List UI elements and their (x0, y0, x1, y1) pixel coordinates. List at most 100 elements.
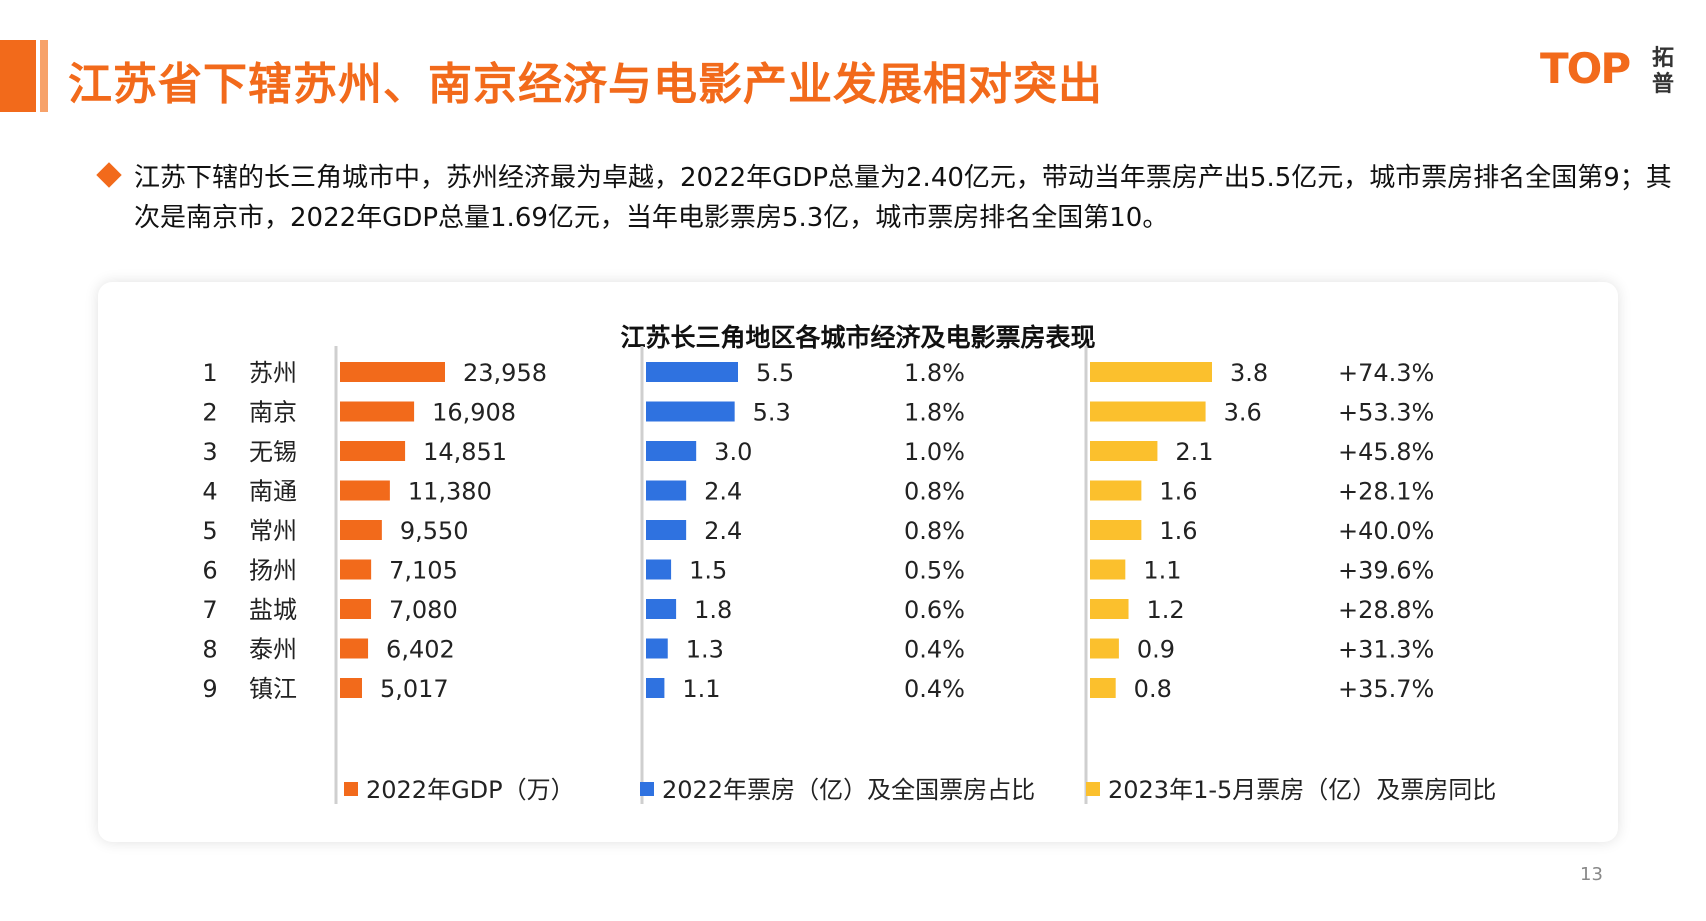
city-label: 镇江 (249, 675, 297, 703)
summary-text: 江苏下辖的长三角城市中，苏州经济最为卓越，2022年GDP总量为2.40亿元，带… (134, 163, 1672, 233)
yoy-label: +28.8% (1338, 596, 1434, 624)
data-label-series-1: 7,080 (389, 596, 458, 624)
rank-label: 8 (202, 636, 217, 664)
rank-label: 6 (202, 557, 217, 585)
chart-panel: 江苏长三角地区各城市经济及电影票房表现 1 苏州 23,958 5.5 1.8% 3.8 +… (98, 282, 1618, 842)
legend-box-office-2022: 2022年票房（亿）及全国票房占比 (640, 770, 1035, 805)
legend-box-office-2023: 2023年1-5月票房（亿）及票房同比 (1086, 770, 1496, 805)
bar-series-2 (646, 678, 665, 698)
data-label-series-1: 23,958 (463, 359, 547, 387)
yoy-label: +45.8% (1338, 438, 1434, 466)
diamond-bullet-icon (96, 162, 122, 188)
top-logo: TOP 拓普 (1540, 44, 1690, 104)
bar-series-1 (340, 559, 372, 580)
rank-label: 7 (202, 596, 217, 624)
bar-series-1 (340, 480, 390, 501)
data-label-series-3: 0.8 (1134, 675, 1172, 703)
share-label: 0.5% (904, 557, 965, 585)
data-label-series-2: 1.5 (689, 557, 727, 585)
rank-label: 4 (202, 478, 217, 506)
bar-series-2 (646, 599, 677, 619)
chart-title: 江苏长三角地区各城市经济及电影票房表现 (620, 323, 1096, 352)
data-label-series-1: 14,851 (423, 438, 507, 466)
data-label-series-1: 11,380 (408, 478, 492, 506)
bar-series-2 (646, 362, 738, 382)
data-label-series-2: 2.4 (704, 517, 742, 545)
data-label-series-3: 3.6 (1224, 399, 1262, 427)
data-label-series-1: 5,017 (380, 675, 449, 703)
bar-series-2 (646, 638, 668, 659)
city-label: 盐城 (249, 596, 297, 624)
data-label-series-2: 3.0 (714, 438, 752, 466)
bar-series-1 (340, 678, 362, 698)
city-label: 南通 (249, 478, 297, 506)
title-accent-bar (0, 40, 36, 112)
share-label: 0.4% (904, 636, 965, 664)
data-label-series-3: 2.1 (1175, 438, 1213, 466)
bar-series-2 (646, 401, 735, 422)
legend-swatch-box-office-2023 (1086, 782, 1100, 796)
rank-label: 5 (202, 517, 217, 545)
data-label-series-1: 16,908 (432, 399, 516, 427)
slide-title: 江苏省下辖苏州、南京经济与电影产业发展相对突出 (68, 59, 1103, 110)
legend-swatch-box-office-2022 (640, 782, 654, 796)
share-label: 1.8% (904, 399, 965, 427)
bar-series-3 (1090, 678, 1116, 698)
share-label: 0.8% (904, 517, 965, 545)
bar-series-3 (1090, 638, 1119, 659)
rank-label: 2 (202, 399, 217, 427)
bar-series-1 (340, 520, 382, 540)
data-label-series-1: 9,550 (400, 517, 469, 545)
bar-series-1 (340, 599, 372, 619)
legend-label-box-office-2023: 2023年1-5月票房（亿）及票房同比 (1108, 776, 1497, 804)
share-label: 0.8% (904, 478, 965, 506)
title-accent-bar-light (40, 40, 48, 112)
share-label: 1.0% (904, 438, 965, 466)
yoy-label: +39.6% (1338, 557, 1434, 585)
bar-series-2 (646, 480, 687, 501)
bar-series-3 (1090, 520, 1142, 540)
data-label-series-1: 7,105 (389, 557, 458, 585)
rank-label: 9 (202, 675, 217, 703)
chart-svg: 1 苏州 23,958 5.5 1.8% 3.8 +74.3% 2 南京 16,908 5.3 1.8… (202, 346, 1434, 804)
data-label-series-3: 3.8 (1230, 359, 1268, 387)
data-label-series-3: 1.2 (1147, 596, 1185, 624)
yoy-label: +53.3% (1338, 399, 1434, 427)
yoy-label: +74.3% (1338, 359, 1434, 387)
page-number: 13 (1580, 864, 1603, 885)
data-label-series-3: 0.9 (1137, 636, 1175, 664)
bar-series-1 (340, 362, 445, 382)
bar-series-2 (646, 520, 687, 540)
bar-series-3 (1090, 480, 1142, 501)
yoy-label: +35.7% (1338, 675, 1434, 703)
data-label-series-2: 5.3 (753, 399, 791, 427)
data-label-series-3: 1.6 (1159, 478, 1197, 506)
city-label: 无锡 (249, 438, 297, 466)
bar-series-3 (1090, 559, 1126, 580)
bar-series-3 (1090, 441, 1158, 461)
logo-chinese-name: 拓普 (1652, 46, 1675, 97)
share-label: 1.8% (904, 359, 965, 387)
share-label: 0.6% (904, 596, 965, 624)
bar-series-1 (340, 441, 406, 461)
data-label-series-3: 1.6 (1159, 517, 1197, 545)
city-label: 泰州 (249, 636, 297, 664)
city-label: 常州 (249, 517, 297, 545)
bar-series-2 (646, 559, 672, 580)
data-label-series-2: 1.8 (694, 596, 732, 624)
bar-series-2 (646, 441, 697, 461)
legend-label-gdp: 2022年GDP（万） (366, 776, 575, 804)
data-label-series-2: 1.3 (686, 636, 724, 664)
yoy-label: +28.1% (1338, 478, 1434, 506)
data-label-series-2: 1.1 (682, 675, 720, 703)
data-label-series-3: 1.1 (1143, 557, 1181, 585)
yoy-label: +31.3% (1338, 636, 1434, 664)
legend-label-box-office-2022: 2022年票房（亿）及全国票房占比 (662, 776, 1036, 804)
rank-label: 1 (202, 359, 217, 387)
data-label-series-1: 6,402 (386, 636, 455, 664)
city-label: 扬州 (249, 557, 297, 585)
bar-series-3 (1090, 362, 1212, 382)
data-label-series-2: 5.5 (756, 359, 794, 387)
logo-wordmark: TOP (1540, 44, 1631, 93)
bar-series-3 (1090, 401, 1206, 422)
